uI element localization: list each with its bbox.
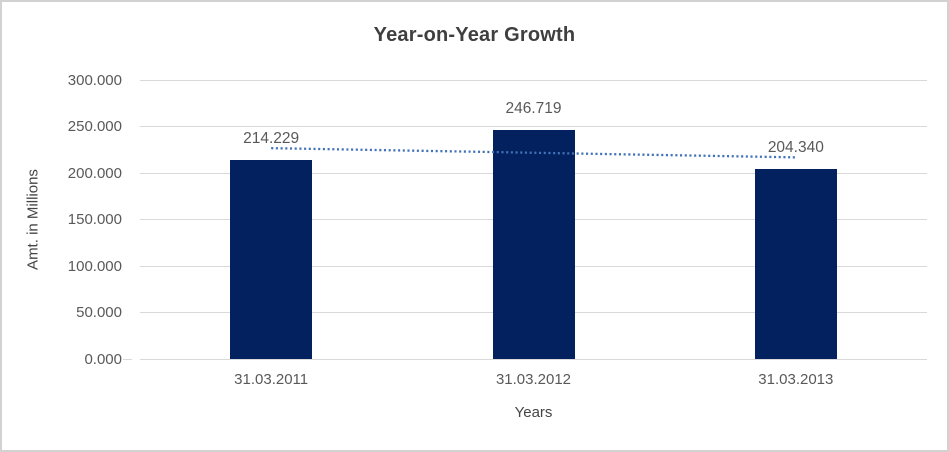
y-tick-label: 200.000 <box>67 164 122 182</box>
chart-title: Year-on-Year Growth <box>373 24 576 46</box>
y-tick-label: 50.000 <box>76 304 122 321</box>
x-axis-title: Years <box>514 404 553 421</box>
gridline <box>140 79 927 81</box>
gridline <box>140 126 927 127</box>
bar-value-label: 214.229 <box>243 129 300 147</box>
bar <box>492 129 575 359</box>
x-category-label: 31.03.2013 <box>758 371 834 388</box>
gridline <box>140 358 927 360</box>
x-category-label: 31.03.2011 <box>234 371 309 388</box>
y-tick-label: 100.000 <box>67 257 122 275</box>
bar-value-label: 204.340 <box>767 138 824 156</box>
x-category-label: 31.03.2012 <box>495 371 572 388</box>
y-tick-label: 250.000 <box>67 118 122 135</box>
y-tick-label: 300.000 <box>67 71 122 89</box>
bar <box>754 168 837 359</box>
trendline <box>271 147 796 159</box>
y-tick-label: 150.000 <box>67 211 122 228</box>
bar-value-label: 246.719 <box>505 99 562 117</box>
axis-tick <box>123 358 132 360</box>
y-tick-label: 0.000 <box>84 350 122 368</box>
bar <box>230 159 313 359</box>
